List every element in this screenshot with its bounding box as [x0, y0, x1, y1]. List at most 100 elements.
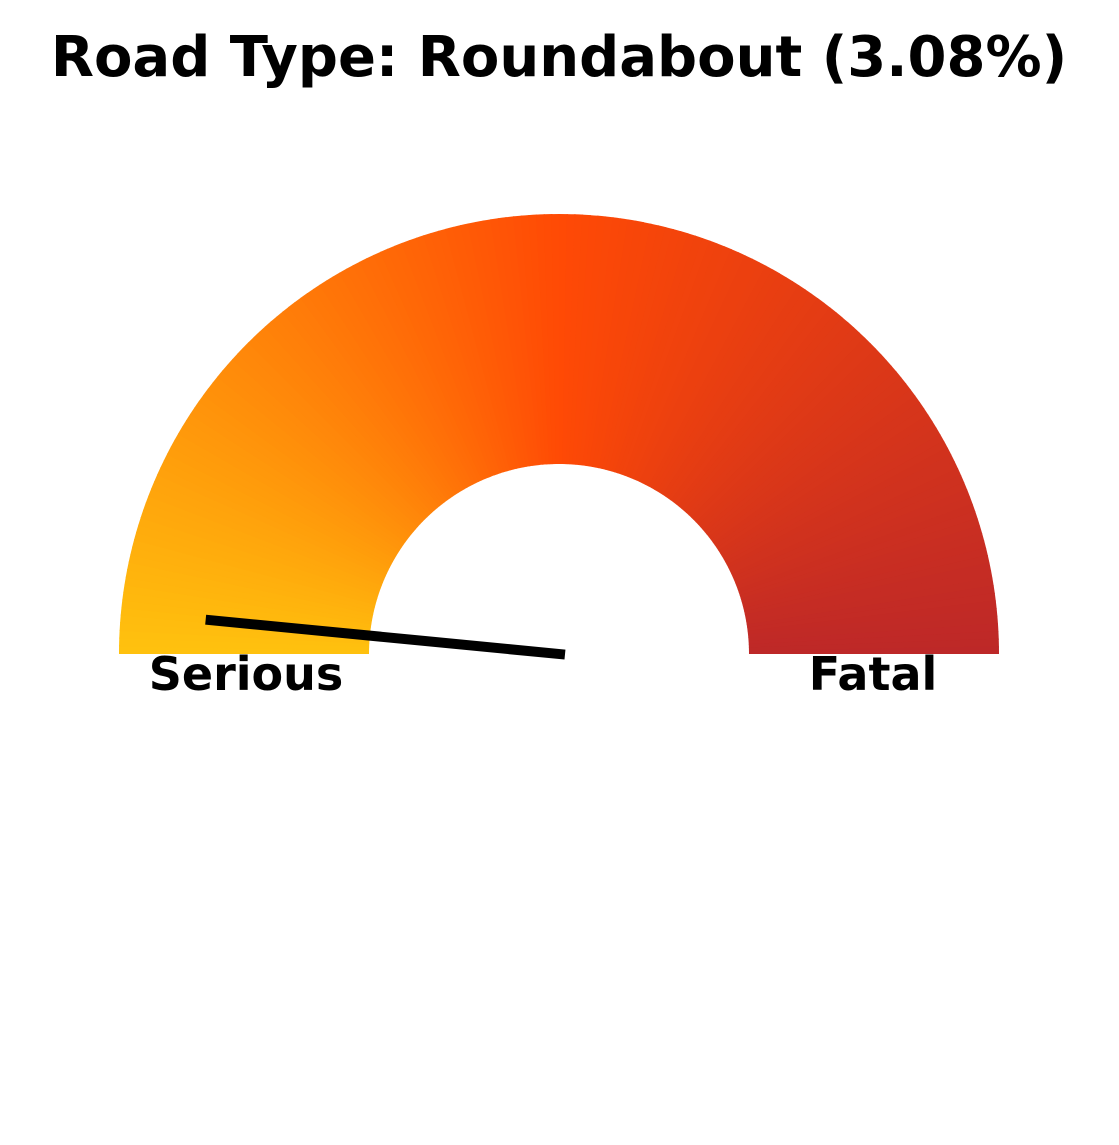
- gauge-band-segment: [591, 220, 645, 468]
- gauge-band-segment: [528, 214, 550, 465]
- gauge-band-segment: [247, 336, 428, 520]
- gauge-band-segment: [748, 623, 999, 645]
- gauge-band-segment: [585, 218, 629, 467]
- gauge-band-segment: [294, 297, 448, 503]
- gauge-band-segment: [723, 434, 945, 563]
- gauge-band-segment: [721, 427, 941, 560]
- gauge-band-segment: [258, 326, 433, 516]
- gauge-band-segment: [741, 532, 985, 606]
- gauge-band-segment: [221, 364, 416, 532]
- gauge-band-segment: [712, 395, 921, 546]
- gauge-min-label: Serious: [149, 647, 344, 701]
- gauge-band-segment: [588, 219, 637, 467]
- gauge-band-segment: [648, 265, 774, 489]
- gauge-band-segment: [743, 547, 988, 612]
- gauge-band-segment: [636, 252, 746, 483]
- gauge-band-segment: [177, 426, 397, 559]
- gauge-band-segment: [746, 577, 994, 625]
- gauge-band-segment: [264, 321, 435, 513]
- gauge-band-segment: [551, 213, 561, 465]
- gauge-band-segment: [174, 433, 395, 562]
- gauge-band-segment: [681, 316, 849, 511]
- gauge-band-segment: [408, 237, 498, 476]
- gauge-band-segment: [575, 215, 607, 466]
- gauge-band-segment: [690, 337, 871, 520]
- gauge-band-segment: [729, 461, 959, 575]
- gauge-band-segment: [170, 439, 394, 565]
- gauge-band-segment: [714, 401, 925, 549]
- gauge-band-segment: [710, 389, 916, 543]
- gauge-band-segment: [732, 475, 965, 581]
- gauge-band-segment: [138, 516, 379, 599]
- gauge-band-segment: [130, 546, 375, 612]
- gauge-band-segment: [460, 223, 520, 469]
- gauge-band-segment: [352, 261, 474, 487]
- gauge-band-segment: [614, 233, 697, 474]
- gauge-band-segment: [127, 561, 374, 618]
- gauge-band-segment: [630, 246, 732, 480]
- gauge-band-segment: [133, 531, 377, 605]
- gauge-band-segment: [737, 503, 976, 593]
- gauge-band-segment: [667, 293, 819, 501]
- gauge-band-segment: [232, 353, 421, 527]
- gauge-band-segment: [467, 221, 524, 469]
- gauge-band-segment: [748, 630, 999, 648]
- gauge-band-segment: [437, 228, 511, 472]
- gauge-band-segment: [394, 242, 492, 478]
- gauge-band-segment: [662, 284, 806, 497]
- gauge-band-segment: [145, 495, 382, 590]
- gauge-band-segment: [125, 568, 373, 622]
- gauge-band-segment: [601, 225, 667, 470]
- gauge-band-segment: [708, 383, 912, 541]
- gauge-band-segment: [242, 342, 425, 523]
- gauge-band-segment: [718, 414, 933, 554]
- gauge-band-segment: [142, 502, 381, 593]
- gauge-band-segment: [148, 488, 384, 586]
- gauge-band-segment: [654, 272, 787, 492]
- gauge-band-segment: [122, 591, 371, 631]
- gauge-band-segment: [282, 306, 443, 507]
- gauge-band-segment: [123, 584, 372, 628]
- gauge-band-segment: [520, 214, 547, 465]
- gauge-band-segment: [288, 301, 446, 505]
- gauge-band-segment: [452, 225, 517, 470]
- gauge-band-segment: [716, 407, 929, 551]
- gauge-band-segment: [639, 255, 753, 484]
- gauge-band-segment: [253, 331, 430, 518]
- gauge-band-segment: [678, 312, 843, 509]
- gauge-color-band: [119, 213, 999, 654]
- gauge-band-segment: [423, 232, 504, 474]
- gauge-band-segment: [325, 276, 462, 493]
- gauge-band-segment: [497, 217, 537, 466]
- gauge-band-segment: [345, 264, 471, 488]
- gauge-band-segment: [475, 220, 527, 468]
- gauge-band-segment: [319, 280, 459, 495]
- gauge-band-segment: [181, 419, 399, 557]
- gauge-band-segment: [744, 555, 990, 615]
- gauge-band-segment: [332, 272, 465, 492]
- gauge-band-segment: [194, 400, 404, 548]
- gauge-band-segment: [675, 307, 837, 507]
- gauge-band-segment: [683, 321, 855, 514]
- gauge-band-segment: [153, 473, 386, 580]
- gauge-band-segment: [136, 524, 378, 602]
- gauge-band-segment: [608, 228, 682, 472]
- gauge-band-segment: [490, 218, 534, 467]
- gauge-band-segment: [742, 540, 987, 609]
- gauge-band-segment: [665, 289, 813, 499]
- gauge-band-segment: [339, 268, 468, 490]
- gauge-band-segment: [270, 316, 438, 511]
- gauge-band-segment: [212, 376, 412, 538]
- gauge-band-segment: [728, 454, 955, 572]
- gauge-band-segment: [415, 235, 501, 475]
- gauge-band-segment: [578, 216, 614, 466]
- gauge-band-segment: [203, 388, 408, 543]
- gauge-band-segment: [189, 407, 402, 551]
- gauge-band-segment: [697, 353, 887, 528]
- gauge-band-segment: [645, 261, 767, 487]
- gauge-band-segment: [617, 235, 704, 475]
- gauge-band-segment: [513, 215, 543, 466]
- gauge-band-segment: [623, 240, 718, 477]
- gauge-band-segment: [401, 240, 495, 477]
- gauge-band-segment: [686, 327, 860, 516]
